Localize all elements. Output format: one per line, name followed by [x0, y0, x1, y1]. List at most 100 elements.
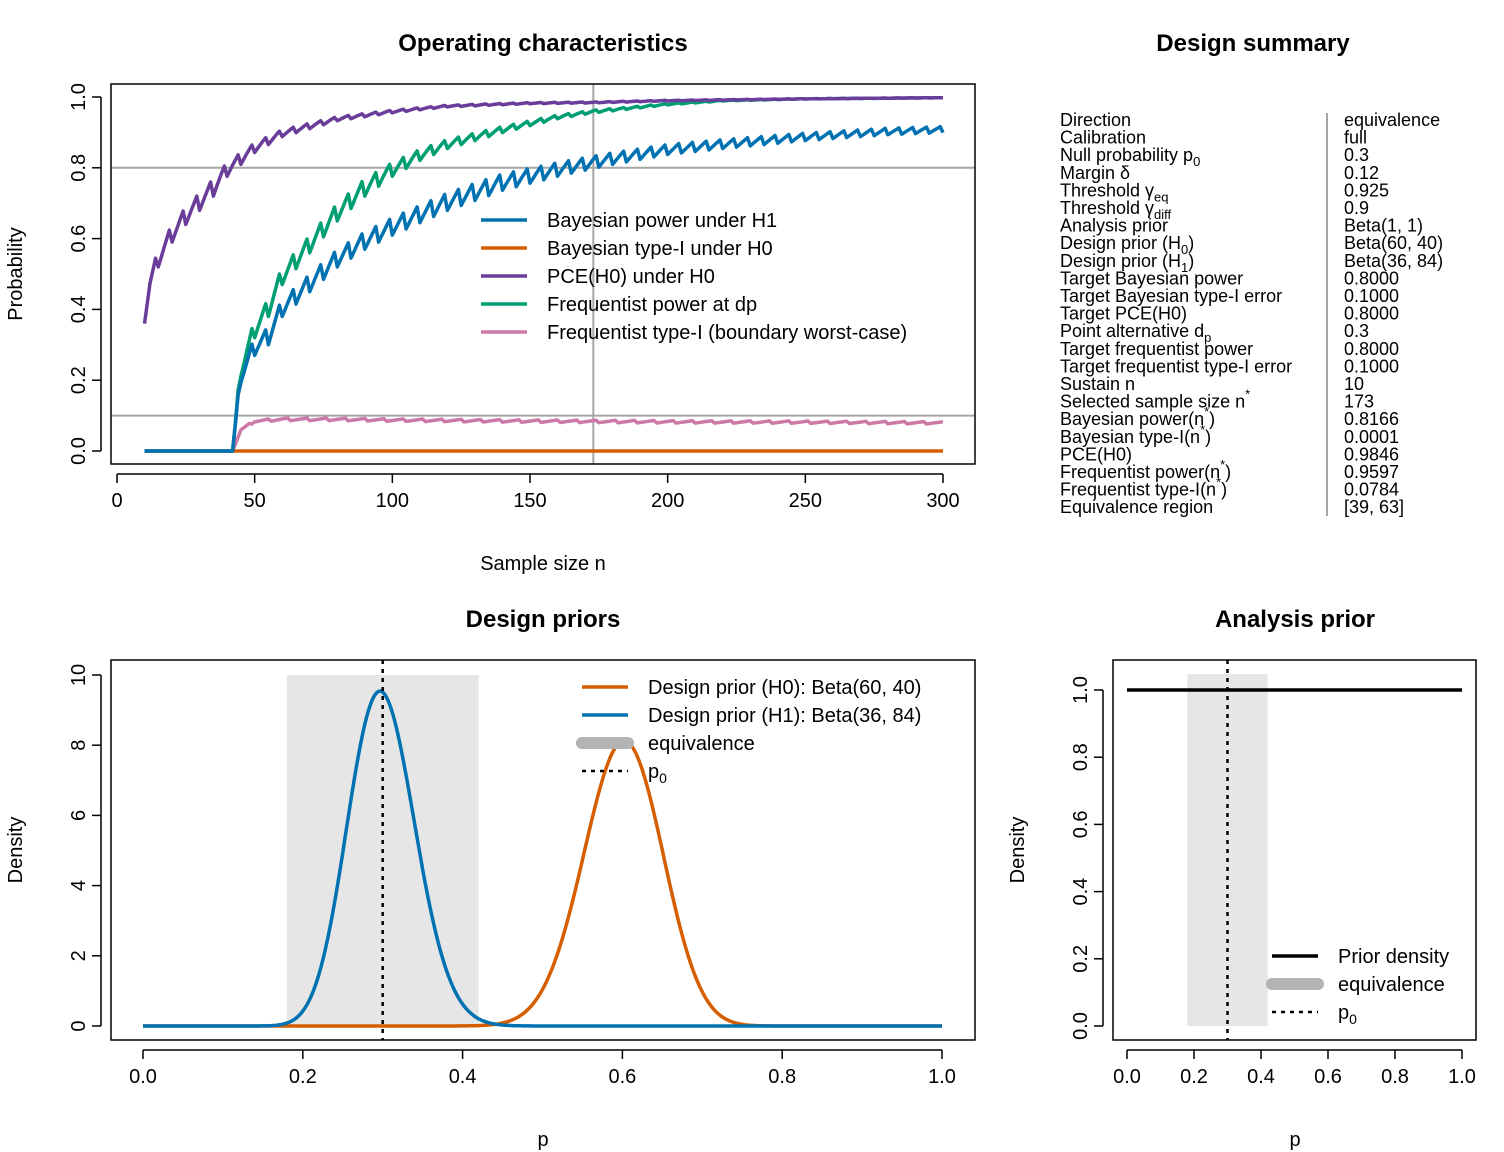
summary-label: Target frequentist type-I error [1060, 356, 1292, 376]
y-tick-label: 0.4 [1070, 878, 1092, 906]
summary-value: 0.8000 [1344, 268, 1399, 288]
dp-title: Design priors [466, 606, 621, 633]
dp-frame [110, 659, 976, 1041]
x-tick-label: 250 [789, 490, 822, 512]
ap-plot-area [1127, 660, 1462, 1040]
summary-label: Selected sample size n* [1060, 387, 1250, 412]
x-tick-label: 0.2 [1180, 1066, 1208, 1088]
dp-axes: 0.0 0.2 0.4 0.6 0.8 1.0 0 2 4 6 8 10 [68, 664, 956, 1088]
summary-value: 0.0001 [1344, 427, 1399, 447]
oc-title: Operating characteristics [398, 30, 687, 57]
legend-label: equivalence [1338, 974, 1445, 996]
summary-label: Null probability p0 [1060, 145, 1200, 169]
summary-label: Target Bayesian type-I error [1060, 286, 1282, 306]
summary-value: 10 [1344, 374, 1364, 394]
summary-value: full [1344, 128, 1367, 148]
oc-frame [110, 83, 976, 465]
y-tick-label: 1.0 [1070, 676, 1092, 704]
summary-label: Frequentist power(n*) [1060, 457, 1231, 482]
x-tick-label: 0.8 [768, 1066, 796, 1088]
ap-xlabel: p [1289, 1129, 1300, 1151]
analysis-prior-panel: Analysis prior p Density 0.0 0.2 0.4 0.6 0.8… [1007, 606, 1477, 1151]
summary-value: 0.9597 [1344, 462, 1399, 482]
ap-legend: Prior density equivalence p0 [1266, 946, 1449, 1027]
x-tick-label: 1.0 [928, 1066, 956, 1088]
summary-label: Frequentist type-I(n*) [1060, 475, 1227, 500]
summary-label: Point alternative dp [1060, 321, 1211, 345]
legend-label: Design prior (H0): Beta(60, 40) [648, 677, 921, 699]
x-tick-label: 0.6 [608, 1066, 636, 1088]
y-tick-label: 0.0 [1070, 1012, 1092, 1040]
summary-value: 0.925 [1344, 180, 1389, 200]
summary-value: 0.8000 [1344, 339, 1399, 359]
oc-plot-area [111, 84, 975, 464]
summary-label: Target Bayesian power [1060, 268, 1243, 288]
legend-label: Bayesian type-I under H0 [547, 238, 773, 260]
x-tick-label: 0.0 [1113, 1066, 1141, 1088]
summary-value: 0.3 [1344, 145, 1369, 165]
legend-label: Design prior (H1): Beta(36, 84) [648, 705, 921, 727]
summary-value: Beta(36, 84) [1344, 251, 1443, 271]
summary-label: Target frequentist power [1060, 339, 1253, 359]
y-tick-label: 0.8 [1070, 743, 1092, 771]
summary-value: 0.1000 [1344, 286, 1399, 306]
y-tick-label: 0.0 [68, 437, 90, 465]
y-tick-label: 0.6 [1070, 810, 1092, 838]
legend-label: Prior density [1338, 946, 1449, 968]
summary-value: 0.1000 [1344, 356, 1399, 376]
legend-label: Frequentist power at dp [547, 294, 757, 316]
legend-label: Bayesian power under H1 [547, 210, 777, 232]
dp-ylabel: Density [5, 817, 27, 884]
summary-label: Threshold γeq [1060, 180, 1169, 204]
oc-series-line [144, 416, 944, 453]
legend-label: p0 [1338, 1002, 1357, 1027]
x-tick-label: 0.4 [449, 1066, 477, 1088]
summary-value: Beta(1, 1) [1344, 216, 1423, 236]
y-tick-label: 6 [68, 810, 90, 821]
summary-value: 0.9846 [1344, 444, 1399, 464]
summary-value: equivalence [1344, 110, 1440, 130]
y-tick-label: 2 [68, 950, 90, 961]
summary-title: Design summary [1156, 30, 1350, 57]
x-tick-label: 0.4 [1247, 1066, 1275, 1088]
summary-value: [39, 63] [1344, 497, 1404, 517]
summary-value: 0.9 [1344, 198, 1369, 218]
oc-series-line [142, 95, 944, 324]
summary-value: 0.8166 [1344, 409, 1399, 429]
summary-label: Margin δ [1060, 163, 1130, 183]
x-tick-label: 50 [244, 490, 266, 512]
operating-characteristics-panel: Operating characteristics Sample size n … [5, 30, 976, 575]
dp-plot-area [143, 660, 942, 1040]
x-tick-label: 100 [376, 490, 409, 512]
density-curve [143, 738, 942, 1028]
y-tick-label: 0.8 [68, 154, 90, 182]
y-tick-label: 0 [68, 1020, 90, 1031]
summary-label: Calibration [1060, 128, 1146, 148]
y-tick-label: 8 [68, 740, 90, 751]
summary-label: Target PCE(H0) [1060, 304, 1187, 324]
summary-label: Analysis prior [1060, 216, 1168, 236]
legend-label: PCE(H0) under H0 [547, 266, 715, 288]
x-tick-label: 300 [926, 490, 959, 512]
legend-label: Frequentist type-I (boundary worst-case) [547, 322, 907, 344]
ap-frame [1112, 659, 1477, 1041]
ap-axes: 0.0 0.2 0.4 0.6 0.8 1.0 0.0 0.2 0.4 0.6 0.8 1.0 [1070, 676, 1476, 1088]
y-tick-label: 0.6 [68, 225, 90, 253]
summary-table: Direction equivalence Calibration full Null … [1060, 110, 1443, 517]
dp-xlabel: p [537, 1129, 548, 1151]
oc-series-line [144, 124, 945, 453]
summary-label: Design prior (H1) [1060, 251, 1194, 275]
oc-axes: 0 50 100 150 200 250 300 0.0 0.2 0.4 0.6 0.8 1.0 [68, 83, 960, 512]
summary-value: 173 [1344, 392, 1374, 412]
oc-ylabel: Probability [5, 227, 27, 320]
summary-value: 0.0784 [1344, 480, 1399, 500]
summary-label: Direction [1060, 110, 1131, 130]
dp-legend: Design prior (H0): Beta(60, 40) Design pr… [576, 677, 921, 786]
summary-label: Design prior (H0) [1060, 233, 1194, 257]
summary-label: PCE(H0) [1060, 444, 1132, 464]
ap-ylabel: Density [1007, 817, 1029, 884]
summary-label: Equivalence region [1060, 497, 1213, 517]
summary-value: 0.3 [1344, 321, 1369, 341]
y-tick-label: 10 [68, 664, 90, 686]
